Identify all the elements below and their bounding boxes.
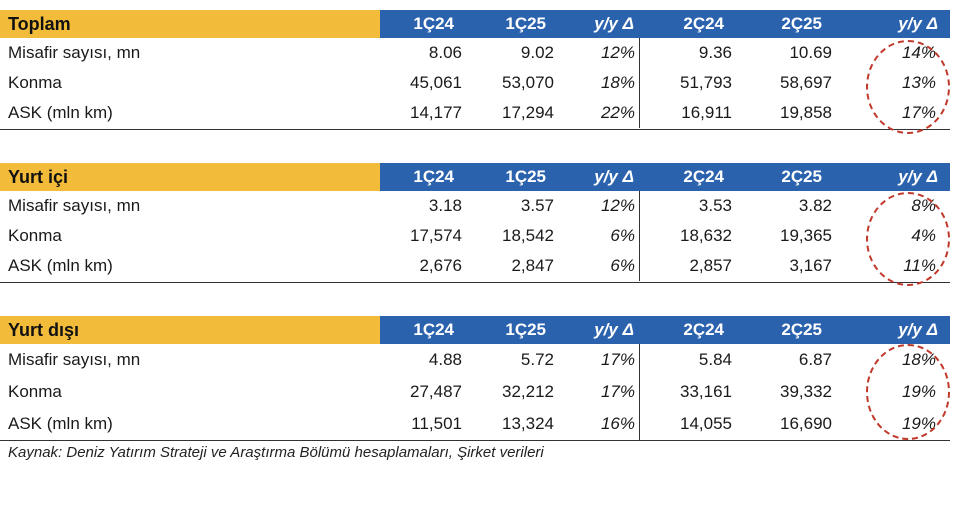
table-row: Misafir sayısı, mn 3.18 3.57 12% 3.53 3.… xyxy=(0,191,950,221)
table-bottom-border xyxy=(0,440,950,441)
col-header-2q24: 2Ç24 xyxy=(640,316,732,344)
cell: 10.69 xyxy=(789,43,832,62)
row-label: Konma xyxy=(8,226,62,245)
cell: 3.18 xyxy=(428,196,462,215)
col-header-1q24: 1Ç24 xyxy=(380,316,462,344)
section-header: Yurt dışı 1Ç24 1Ç25 y/y Δ 2Ç24 2Ç25 y/y … xyxy=(0,316,950,344)
table-row: ASK (mln km) 14,177 17,294 22% 16,911 19… xyxy=(0,98,950,128)
table-row: Konma 45,061 53,070 18% 51,793 58,697 13… xyxy=(0,68,950,98)
col-header-1q24: 1Ç24 xyxy=(380,10,462,38)
cell: 9.02 xyxy=(520,43,554,62)
cell: 14,055 xyxy=(680,414,732,433)
cell: 3,167 xyxy=(789,256,832,275)
cell: 32,212 xyxy=(502,382,554,401)
row-label: ASK (mln km) xyxy=(8,256,113,275)
cell: 3.82 xyxy=(798,196,832,215)
cell: 8.06 xyxy=(428,43,462,62)
row-label: Konma xyxy=(8,382,62,401)
cell: 5.72 xyxy=(520,350,554,369)
cell: 58,697 xyxy=(780,73,832,92)
table-row: Konma 27,487 32,212 17% 33,161 39,332 19… xyxy=(0,376,950,408)
cell: 6.87 xyxy=(798,350,832,369)
row-label: Misafir sayısı, mn xyxy=(8,43,141,62)
table-row: ASK (mln km) 2,676 2,847 6% 2,857 3,167 … xyxy=(0,251,950,281)
table-bottom-border xyxy=(0,129,950,130)
cell: 18,632 xyxy=(680,226,732,245)
cell: 4.88 xyxy=(428,350,462,369)
section-title: Yurt dışı xyxy=(0,316,380,344)
row-label: Misafir sayısı, mn xyxy=(8,350,141,369)
col-header-2q25: 2Ç25 xyxy=(732,316,832,344)
cell: 2,676 xyxy=(419,256,462,275)
table-row: Konma 17,574 18,542 6% 18,632 19,365 4% xyxy=(0,221,950,251)
cell: 5.84 xyxy=(698,350,732,369)
cell-yoy: 12% xyxy=(554,191,640,221)
cell: 16,690 xyxy=(780,414,832,433)
section-header: Yurt içi 1Ç24 1Ç25 y/y Δ 2Ç24 2Ç25 y/y Δ xyxy=(0,163,950,191)
table-row: ASK (mln km) 11,501 13,324 16% 14,055 16… xyxy=(0,408,950,440)
cell: 2,847 xyxy=(511,256,554,275)
col-header-yoy-1: y/y Δ xyxy=(554,10,640,38)
col-header-1q25: 1Ç25 xyxy=(462,316,554,344)
section-title: Toplam xyxy=(0,10,380,38)
col-header-1q25: 1Ç25 xyxy=(462,10,554,38)
cell: 2,857 xyxy=(689,256,732,275)
col-header-2q24: 2Ç24 xyxy=(640,10,732,38)
row-label: ASK (mln km) xyxy=(8,414,113,433)
col-header-2q25: 2Ç25 xyxy=(732,163,832,191)
cell: 19,858 xyxy=(780,103,832,122)
table-row: Misafir sayısı, mn 8.06 9.02 12% 9.36 10… xyxy=(0,38,950,68)
cell-yoy: 17% xyxy=(554,376,640,408)
cell: 17,574 xyxy=(410,226,462,245)
section-title: Yurt içi xyxy=(0,163,380,191)
cell: 11,501 xyxy=(411,414,462,433)
cell-yoy: 6% xyxy=(554,221,640,251)
cell: 3.57 xyxy=(520,196,554,215)
highlight-ellipse xyxy=(866,192,950,286)
cell: 33,161 xyxy=(680,382,732,401)
cell-yoy: 18% xyxy=(554,68,640,98)
cell: 3.53 xyxy=(698,196,732,215)
cell: 45,061 xyxy=(410,73,462,92)
row-label: Misafir sayısı, mn xyxy=(8,196,141,215)
cell: 9.36 xyxy=(698,43,732,62)
cell: 13,324 xyxy=(502,414,554,433)
cell-yoy: 17% xyxy=(554,344,640,376)
cell-yoy: 12% xyxy=(554,38,640,68)
col-header-yoy-1: y/y Δ xyxy=(554,163,640,191)
cell: 51,793 xyxy=(680,73,732,92)
row-label: ASK (mln km) xyxy=(8,103,113,122)
col-header-2q25: 2Ç25 xyxy=(732,10,832,38)
cell-yoy: 16% xyxy=(554,408,640,440)
col-header-yoy-2: y/y Δ xyxy=(832,316,950,344)
cell: 39,332 xyxy=(780,382,832,401)
table-yurt-ici: Yurt içi 1Ç24 1Ç25 y/y Δ 2Ç24 2Ç25 y/y Δ… xyxy=(0,163,950,281)
col-header-yoy-1: y/y Δ xyxy=(554,316,640,344)
cell: 19,365 xyxy=(780,226,832,245)
table-yurt-disi: Yurt dışı 1Ç24 1Ç25 y/y Δ 2Ç24 2Ç25 y/y … xyxy=(0,316,950,440)
table-bottom-border xyxy=(0,282,950,283)
cell-yoy: 22% xyxy=(554,98,640,128)
cell: 53,070 xyxy=(502,73,554,92)
cell: 18,542 xyxy=(502,226,554,245)
col-header-1q24: 1Ç24 xyxy=(380,163,462,191)
highlight-ellipse xyxy=(866,344,950,440)
source-note: Kaynak: Deniz Yatırım Strateji ve Araştı… xyxy=(8,444,544,461)
row-label: Konma xyxy=(8,73,62,92)
highlight-ellipse xyxy=(866,40,950,134)
cell: 17,294 xyxy=(502,103,554,122)
col-header-1q25: 1Ç25 xyxy=(462,163,554,191)
cell: 27,487 xyxy=(410,382,462,401)
cell: 14,177 xyxy=(410,103,462,122)
col-header-yoy-2: y/y Δ xyxy=(832,163,950,191)
cell: 16,911 xyxy=(681,103,732,122)
col-header-yoy-2: y/y Δ xyxy=(832,10,950,38)
table-row: Misafir sayısı, mn 4.88 5.72 17% 5.84 6.… xyxy=(0,344,950,376)
section-header: Toplam 1Ç24 1Ç25 y/y Δ 2Ç24 2Ç25 y/y Δ xyxy=(0,10,950,38)
table-toplam: Toplam 1Ç24 1Ç25 y/y Δ 2Ç24 2Ç25 y/y Δ M… xyxy=(0,10,950,128)
col-header-2q24: 2Ç24 xyxy=(640,163,732,191)
cell-yoy: 6% xyxy=(554,251,640,281)
